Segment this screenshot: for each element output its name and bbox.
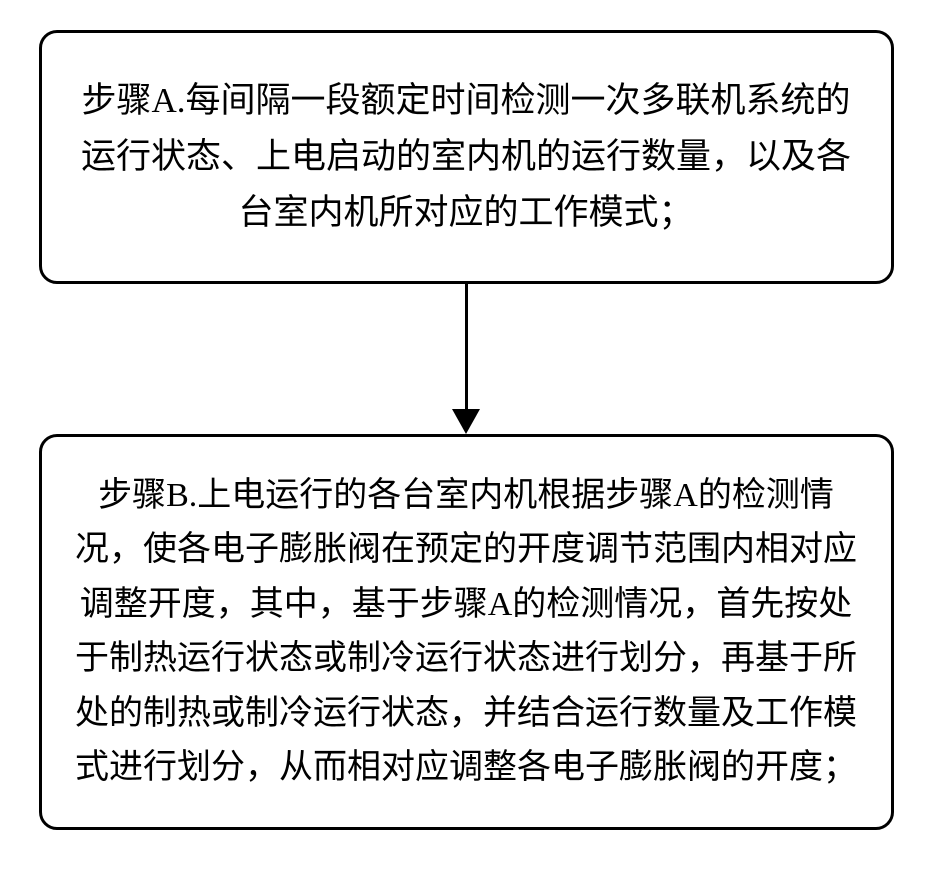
- flowchart-node-a: 步骤A.每间隔一段额定时间检测一次多联机系统的运行状态、上电启动的室内机的运行数…: [39, 30, 894, 284]
- node-b-text: 步骤B.上电运行的各台室内机根据步骤A的检测情况，使各电子膨胀阀在预定的开度调节…: [75, 477, 857, 786]
- arrow-line: [465, 284, 468, 409]
- flowchart-node-b: 步骤B.上电运行的各台室内机根据步骤A的检测情况，使各电子膨胀阀在预定的开度调节…: [39, 434, 894, 830]
- flowchart-container: 步骤A.每间隔一段额定时间检测一次多联机系统的运行状态、上电启动的室内机的运行数…: [39, 30, 894, 830]
- arrow-head-icon: [452, 409, 480, 434]
- node-a-text: 步骤A.每间隔一段额定时间检测一次多联机系统的运行状态、上电启动的室内机的运行数…: [81, 81, 851, 232]
- flowchart-arrow: [452, 284, 480, 434]
